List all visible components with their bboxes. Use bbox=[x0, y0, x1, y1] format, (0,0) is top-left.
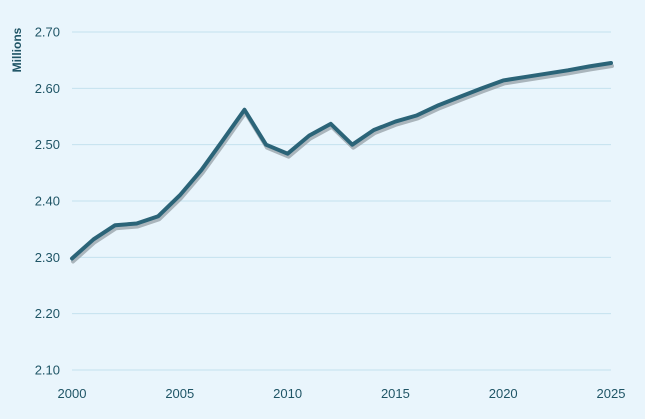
data-point bbox=[609, 61, 613, 65]
data-point bbox=[544, 72, 548, 76]
data-point bbox=[329, 122, 333, 126]
y-tick-label: 2.10 bbox=[35, 363, 60, 378]
data-point bbox=[178, 193, 182, 197]
x-tick-label: 2025 bbox=[597, 386, 626, 401]
data-point bbox=[587, 64, 591, 68]
data-point bbox=[566, 68, 570, 72]
data-point bbox=[135, 222, 139, 226]
x-tick-label: 2020 bbox=[489, 386, 518, 401]
grid-lines bbox=[72, 31, 611, 371]
x-tick-label: 2010 bbox=[273, 386, 302, 401]
data-point bbox=[393, 120, 397, 124]
data-point bbox=[437, 103, 441, 107]
series-line bbox=[70, 60, 613, 261]
y-tick-label: 2.70 bbox=[35, 25, 60, 40]
y-tick-label: 2.60 bbox=[35, 81, 60, 96]
x-axis-ticks: 2000 2005 2010 2015 2020 2025 bbox=[58, 386, 626, 401]
data-point bbox=[307, 134, 311, 138]
data-point bbox=[221, 138, 225, 142]
series-layer bbox=[70, 60, 614, 264]
data-point bbox=[92, 237, 96, 241]
y-axis-title: Millions bbox=[10, 27, 24, 72]
data-point bbox=[199, 168, 203, 172]
data-point bbox=[415, 113, 419, 117]
data-point bbox=[156, 214, 160, 218]
data-point bbox=[286, 152, 290, 156]
data-point bbox=[242, 108, 246, 112]
x-tick-label: 2000 bbox=[58, 386, 87, 401]
data-point bbox=[113, 223, 117, 227]
data-point bbox=[523, 75, 527, 79]
data-point bbox=[70, 256, 74, 260]
series-line-shadow bbox=[71, 63, 614, 264]
data-point bbox=[372, 128, 376, 132]
y-tick-label: 2.20 bbox=[35, 306, 60, 321]
y-tick-label: 2.50 bbox=[35, 137, 60, 152]
data-point bbox=[480, 86, 484, 90]
x-tick-label: 2015 bbox=[381, 386, 410, 401]
data-point bbox=[264, 143, 268, 147]
y-tick-label: 2.30 bbox=[35, 250, 60, 265]
data-point bbox=[458, 95, 462, 99]
y-axis-ticks: 2.10 2.20 2.30 2.40 2.50 2.60 2.70 bbox=[35, 25, 60, 378]
data-point bbox=[501, 78, 505, 82]
y-tick-label: 2.40 bbox=[35, 194, 60, 209]
data-point bbox=[350, 143, 354, 147]
x-tick-label: 2005 bbox=[165, 386, 194, 401]
